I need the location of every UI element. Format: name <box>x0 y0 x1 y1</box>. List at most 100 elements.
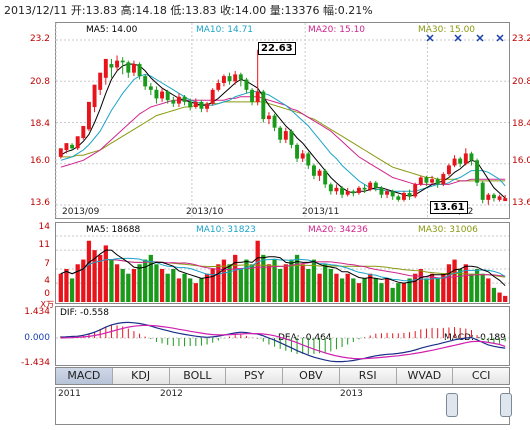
legend-ma10: MA10: 14.71 <box>196 25 254 35</box>
y-tick-right: 18.4 <box>512 119 530 129</box>
y-tick-right: 20.8 <box>512 77 530 87</box>
candle-body <box>216 82 221 90</box>
volume-bar <box>137 264 142 302</box>
x-tick-label: 2013/11 <box>302 207 340 217</box>
y-tick-left: 18.4 <box>29 119 50 129</box>
tab-obv[interactable]: OBV <box>283 368 340 384</box>
vol-legend-ma10: MA10: 31823 <box>196 225 256 235</box>
candle-body <box>452 158 457 166</box>
volume-bar <box>103 245 108 302</box>
candle-body <box>103 58 108 78</box>
tab-rsi[interactable]: RSI <box>339 368 397 384</box>
volume-bar <box>334 273 339 302</box>
volume-bar <box>339 278 345 302</box>
legend-ma5: MA5: 14.00 <box>86 25 138 35</box>
candle-body <box>379 187 384 195</box>
vol-tick: 0 <box>44 289 50 299</box>
volume-bar <box>458 269 463 302</box>
macd-value-label: MACD: -0.189 <box>444 333 506 343</box>
volume-bar <box>221 259 227 302</box>
volume-bar <box>491 287 497 302</box>
volume-bar <box>446 264 452 302</box>
vol-tick: 11 <box>38 240 50 250</box>
candle-body <box>351 191 356 193</box>
candle-body <box>430 179 435 183</box>
candle-body <box>475 160 480 183</box>
volume-bar <box>58 273 63 302</box>
y-tick-left: 23.2 <box>29 34 50 44</box>
tab-psy[interactable]: PSY <box>226 368 283 384</box>
tab-wvad[interactable]: WVAD <box>396 368 454 384</box>
volume-bar <box>272 259 277 302</box>
volume-bar <box>69 278 75 302</box>
candle-body <box>356 187 361 193</box>
low-callout: 13.61 <box>430 201 468 214</box>
candle-body <box>503 198 508 202</box>
candle-body <box>345 191 350 195</box>
volume-bar <box>210 269 215 302</box>
candle-body <box>75 136 80 149</box>
candle-body <box>289 131 294 145</box>
volume-bar <box>92 250 97 302</box>
candle-body <box>463 153 468 164</box>
volume-bar <box>317 273 322 302</box>
candle-body <box>137 64 142 77</box>
volume-bar <box>435 278 440 302</box>
volume-bar <box>165 273 170 302</box>
candle-body <box>480 182 485 200</box>
quote-date: 2013/12/11 <box>4 4 68 17</box>
volume-bar <box>204 273 210 302</box>
quote-open: 13.83 <box>85 4 118 17</box>
volume-bar <box>294 254 300 302</box>
candle-body <box>295 144 300 159</box>
candle-body <box>261 91 266 120</box>
candle-body <box>70 144 75 149</box>
ma-line-ma10 <box>60 73 506 192</box>
volume-bar <box>452 259 457 302</box>
macd-tick: 1.434 <box>24 307 50 317</box>
x-tick-label: 2013/10 <box>186 207 224 217</box>
candle-body <box>311 165 316 176</box>
volume-bar <box>188 278 193 302</box>
volume-bar <box>193 283 198 302</box>
range-navigator[interactable] <box>55 387 510 425</box>
candle-body <box>176 96 181 104</box>
candle-body <box>401 192 406 200</box>
ma-line-ma30 <box>60 101 506 182</box>
volume-bar <box>401 283 407 302</box>
volume-bar <box>289 259 294 302</box>
candle-body <box>413 184 418 197</box>
macd-tick: -1.434 <box>20 358 50 368</box>
macd-dea-line <box>60 324 506 360</box>
candle-body <box>272 115 277 128</box>
candle-body <box>497 196 502 200</box>
volume-bar <box>176 278 182 302</box>
volume-bar <box>469 273 474 302</box>
candle-body <box>396 196 401 200</box>
nav-left-handle[interactable] <box>446 393 458 417</box>
tab-cci[interactable]: CCI <box>453 368 509 384</box>
tab-boll[interactable]: BOLL <box>169 368 227 384</box>
candle-body <box>58 148 63 157</box>
tab-kdj[interactable]: KDJ <box>112 368 170 384</box>
candle-body <box>171 100 176 104</box>
nav-right-handle[interactable] <box>500 393 512 417</box>
candle-body <box>193 101 198 108</box>
volume-bar <box>362 278 367 302</box>
volume-bar <box>407 278 412 302</box>
candle-body <box>424 177 429 183</box>
volume-bar <box>64 269 69 302</box>
volume-bar <box>283 264 288 302</box>
vol-tick: 4 <box>44 276 50 286</box>
y-tick-left: 13.6 <box>29 198 50 208</box>
volume-bar <box>373 278 378 302</box>
macd-panel[interactable] <box>55 306 510 366</box>
candle-body <box>390 191 395 197</box>
candle-body <box>458 158 463 164</box>
quote-high: 14.18 <box>135 4 167 17</box>
volume-bar <box>300 264 305 302</box>
macd-dif-label: DIF: -0.558 <box>60 308 109 318</box>
volume-bar <box>390 287 395 302</box>
tab-macd[interactable]: MACD <box>56 368 113 384</box>
